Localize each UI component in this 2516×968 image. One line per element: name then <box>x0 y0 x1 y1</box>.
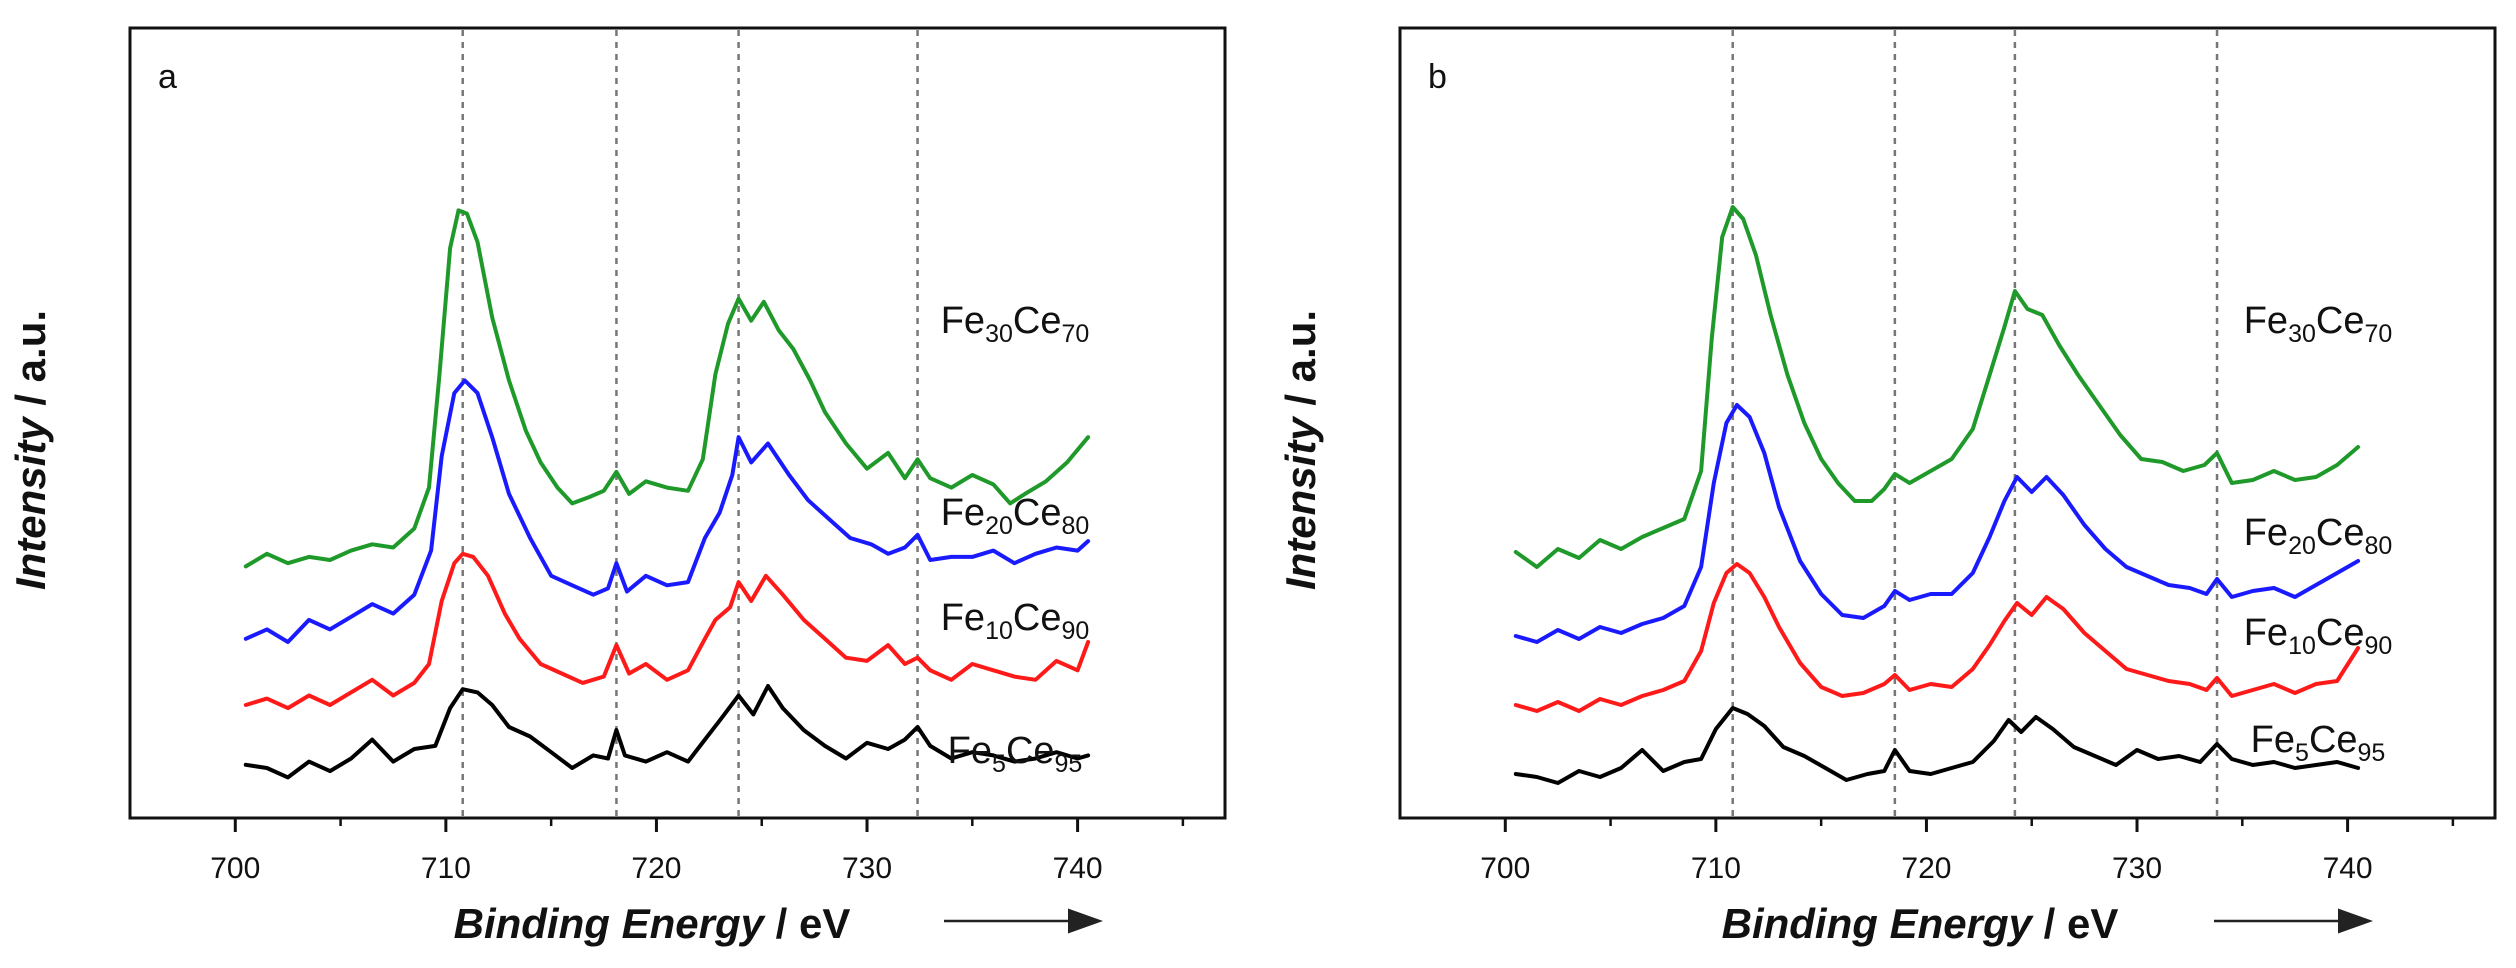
label-element: Ce <box>1013 492 1062 534</box>
series-label-Fe5Ce95: Fe5Ce95 <box>948 730 1083 778</box>
series-label-Fe20Ce80: Fe20Ce80 <box>941 492 1090 540</box>
label-subscript: 5 <box>2295 739 2309 767</box>
x-axis-title-main: Binding Energy <box>1722 900 2035 947</box>
label-subscript: 70 <box>2364 320 2392 348</box>
label-subscript: 90 <box>2364 632 2392 660</box>
x-tick-label: 740 <box>2323 852 2373 885</box>
x-axis-title-unit: / eV <box>2032 900 2118 947</box>
series-line-Fe10Ce90 <box>1513 562 2361 713</box>
label-element: Fe <box>2244 300 2288 342</box>
series-line-Fe20Ce80 <box>1513 403 2361 644</box>
label-element: Ce <box>1006 730 1055 772</box>
x-tick-label: 730 <box>842 852 892 885</box>
series-line-Fe5Ce95 <box>243 684 1091 780</box>
plot-frame <box>128 26 1227 820</box>
x-tick-label: 720 <box>631 852 681 885</box>
y-axis-title-main: Intensity <box>7 415 54 590</box>
series-label-Fe20Ce80: Fe20Ce80 <box>2244 512 2393 560</box>
label-subscript: 70 <box>1061 320 1089 348</box>
y-axis-title-unit: / a.u. <box>7 310 54 417</box>
x-tick-label: 700 <box>1480 852 1530 885</box>
label-element: Ce <box>1013 300 1062 342</box>
x-axis-title: Binding Energy / eV <box>454 900 851 947</box>
label-element: Fe <box>2251 719 2295 761</box>
label-subscript: 80 <box>1061 512 1089 540</box>
label-subscript: 80 <box>2364 532 2392 560</box>
label-subscript: 95 <box>1055 750 1083 778</box>
series-label-Fe5Ce95: Fe5Ce95 <box>2251 719 2386 767</box>
x-axis-title: Binding Energy / eV <box>1722 900 2119 947</box>
x-tick-label: 700 <box>210 852 260 885</box>
series-line-Fe5Ce95 <box>1513 706 2361 785</box>
x-tick-label: 710 <box>421 852 471 885</box>
label-element: Fe <box>941 300 985 342</box>
label-element: Ce <box>2309 719 2358 761</box>
x-tick-label: 730 <box>2112 852 2162 885</box>
label-subscript: 30 <box>985 320 1013 348</box>
label-subscript: 5 <box>992 750 1006 778</box>
label-subscript: 10 <box>985 617 1013 645</box>
label-subscript: 20 <box>985 512 1013 540</box>
y-axis-title: Intensity / a.u. <box>7 310 54 590</box>
label-subscript: 30 <box>2288 320 2316 348</box>
label-subscript: 20 <box>2288 532 2316 560</box>
label-subscript: 10 <box>2288 632 2316 660</box>
x-axis-title-unit: / eV <box>764 900 850 947</box>
x-tick-label: 740 <box>1053 852 1103 885</box>
panel-letter: b <box>1428 58 1447 96</box>
label-element: Fe <box>2244 512 2288 554</box>
series-label-Fe10Ce90: Fe10Ce90 <box>2244 612 2393 660</box>
label-subscript: 95 <box>2358 739 2386 767</box>
label-element: Ce <box>1013 597 1062 639</box>
series-label-Fe10Ce90: Fe10Ce90 <box>941 597 1090 645</box>
label-element: Ce <box>2316 612 2365 654</box>
y-axis-title-unit: / a.u. <box>1277 310 1324 417</box>
label-element: Fe <box>948 730 992 772</box>
panel-letter: a <box>158 58 177 96</box>
plot-frame <box>1398 26 2497 820</box>
x-axis-title-main: Binding Energy <box>454 900 767 947</box>
series-label-Fe30Ce70: Fe30Ce70 <box>941 300 1090 348</box>
y-axis-title: Intensity / a.u. <box>1277 310 1324 590</box>
series-line-Fe30Ce70 <box>1513 205 2361 569</box>
x-tick-label: 710 <box>1691 852 1741 885</box>
label-element: Ce <box>2316 512 2365 554</box>
series-line-Fe30Ce70 <box>243 208 1091 569</box>
label-element: Fe <box>2244 612 2288 654</box>
label-element: Fe <box>941 492 985 534</box>
series-label-Fe30Ce70: Fe30Ce70 <box>2244 300 2393 348</box>
series-line-Fe20Ce80 <box>243 378 1091 644</box>
label-element: Ce <box>2316 300 2365 342</box>
y-axis-title-main: Intensity <box>1277 415 1324 590</box>
label-element: Fe <box>941 597 985 639</box>
series-line-Fe10Ce90 <box>243 551 1091 711</box>
x-tick-label: 720 <box>1901 852 1951 885</box>
label-subscript: 90 <box>1061 617 1089 645</box>
